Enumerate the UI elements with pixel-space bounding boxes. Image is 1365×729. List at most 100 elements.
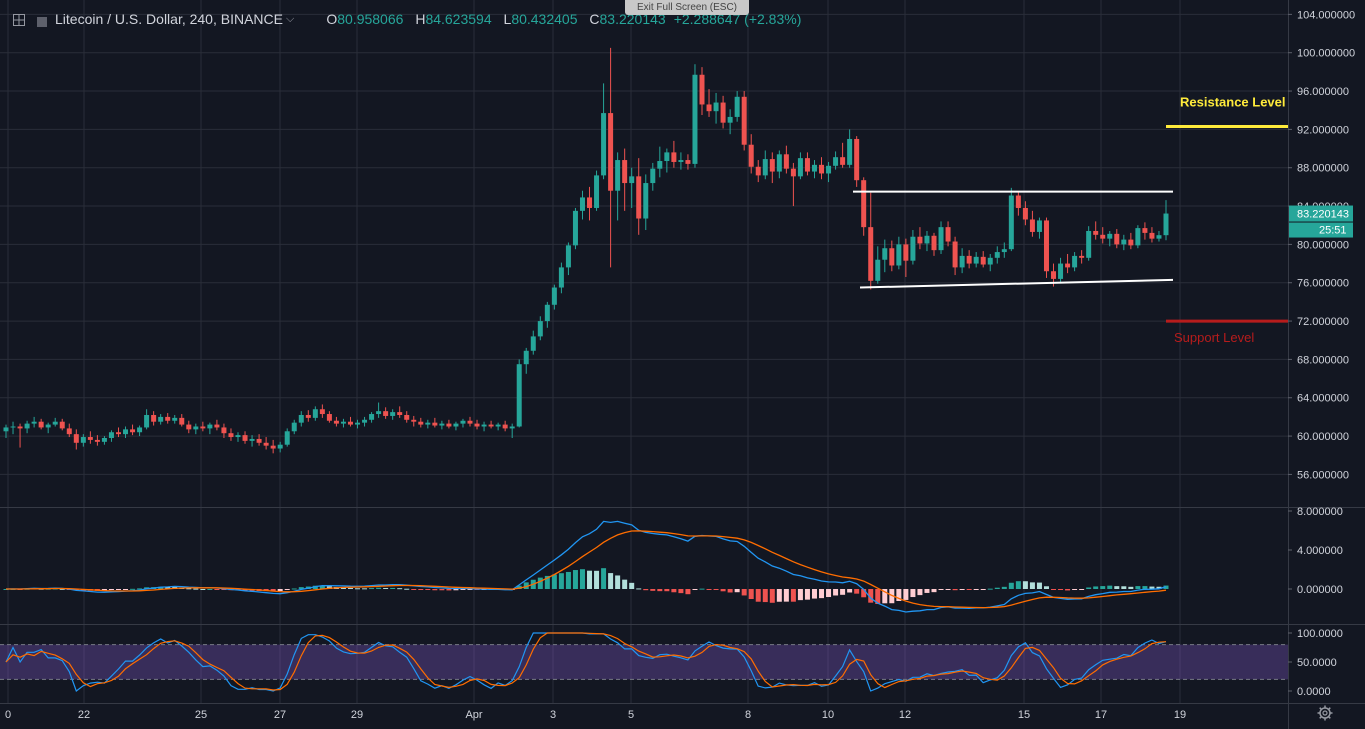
macd-bar [973,589,979,590]
candle [495,422,501,431]
macd-bar [1001,586,1007,589]
candle-body [31,421,37,424]
candle-body [80,437,86,443]
price-tick-label: 80.000000 [1297,239,1349,251]
symbol-name[interactable]: Litecoin / U.S. Dollar, 240, BINANCE [55,11,283,27]
candle [347,416,353,427]
candle-body [854,138,860,181]
settings-gear-icon[interactable] [1317,705,1333,726]
price-tick-label: 72.000000 [1297,316,1349,328]
candle [52,417,58,427]
candle-body [1001,249,1007,253]
candle [340,418,346,428]
candle-body [10,426,16,428]
candle [256,434,262,446]
candle [158,414,164,425]
candle [579,190,585,220]
macd-bar [608,573,614,589]
macd-bar [73,589,79,591]
macd-bar [952,589,958,591]
macd-bar [594,570,600,589]
last-price-label: 83.220143 [1297,209,1349,221]
candle [488,420,494,429]
candle-body [1142,228,1148,233]
close-value: 83.220143 [599,11,666,27]
macd-tick-label: 4.000000 [1297,545,1343,557]
macd-bar [664,589,670,592]
candle-body [87,437,93,440]
time-tick-label: 5 [628,709,634,721]
candle-body [3,427,9,432]
candle-body [17,426,23,429]
candle [840,142,846,168]
candle-body [938,227,944,251]
candle [397,406,403,418]
macd-bar [622,579,628,589]
candle [362,416,368,427]
candle [319,404,325,418]
candle-body [1036,220,1042,232]
candle [186,420,192,434]
candle [404,411,410,423]
candle-body [1086,230,1092,258]
candle [305,410,311,422]
macd-bar [819,589,825,599]
macd-bar [158,586,164,589]
candle-body [833,157,839,166]
candle [903,238,909,277]
exit-fullscreen-button[interactable]: Exit Full Screen (ESC) [625,0,749,15]
macd-bar [214,589,220,590]
dropdown-chevron-icon[interactable]: ⌵ [286,12,295,25]
candle [228,428,234,441]
candle-body [158,416,164,422]
macd-bar [1093,586,1099,589]
candle [101,436,107,445]
candle-body [678,160,684,162]
candle [165,413,171,424]
macd-bar [397,588,403,590]
price-tick-label: 76.000000 [1297,278,1349,290]
candle [1121,234,1127,251]
candle-body [699,74,705,105]
grid-lines [0,0,1288,703]
candle-body [804,158,810,172]
candle-body [875,259,881,281]
candle-body [776,154,782,172]
candle [706,89,712,117]
macd-bar [383,587,389,589]
candle [123,426,129,438]
macd-histogram [3,568,1169,604]
candle-body [783,154,789,169]
macd-bar [579,569,585,589]
candle [734,91,740,122]
macd-bar [1086,587,1092,589]
macd-bar [165,586,171,589]
candle [636,158,642,235]
macd-bar [453,589,459,591]
candle-body [1107,233,1113,239]
candle [776,150,782,179]
candle [369,412,375,423]
macd-bar [1142,586,1148,589]
candle [847,129,853,168]
candle [390,409,396,420]
macd-bar [565,571,571,589]
time-tick-label: 27 [274,709,286,721]
candle-body [973,256,979,264]
macd-bar [629,582,635,589]
candle-body [1029,219,1035,232]
candle [425,419,431,429]
candle [811,160,817,179]
candle-body [108,432,114,438]
candle-body [263,442,269,446]
candle [144,409,150,430]
macd-bar [1036,582,1042,589]
candle-body [312,409,318,418]
candle-body [671,152,677,162]
chart-crosshair-icon[interactable] [13,13,25,29]
candle [861,177,867,236]
macd-bar [130,588,136,590]
macd-bar [727,589,733,593]
candle-body [24,423,30,429]
